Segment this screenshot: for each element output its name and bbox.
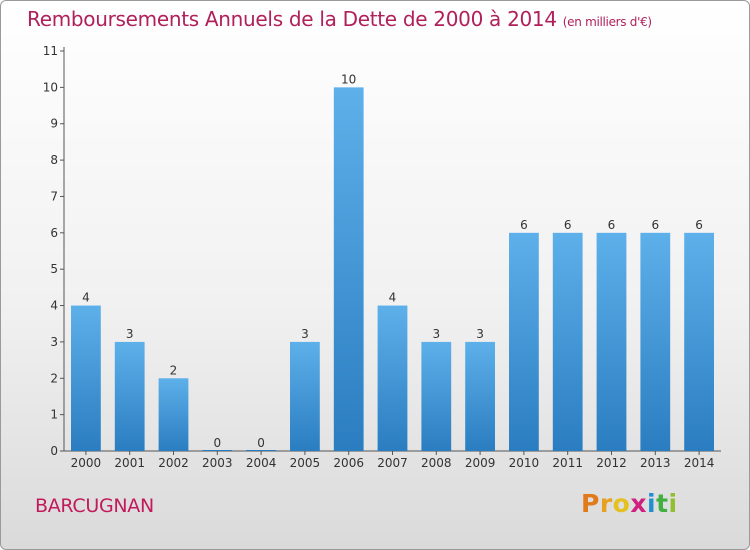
bar-value-label: 6 [695, 218, 703, 232]
bar-value-label: 2 [170, 363, 178, 377]
bar-value-label: 6 [564, 218, 572, 232]
x-tick-label: 2009 [465, 456, 496, 470]
x-tick-label: 2001 [114, 456, 145, 470]
bar [596, 232, 627, 451]
y-tick-label: 3 [50, 335, 58, 349]
y-tick-label: 2 [50, 371, 58, 385]
x-tick-label: 2007 [377, 456, 408, 470]
y-tick-label: 10 [43, 80, 58, 94]
y-tick-label: 7 [50, 189, 58, 203]
logo-letter: P [581, 489, 600, 518]
x-tick-label: 2005 [290, 456, 321, 470]
bar-value-label: 3 [301, 327, 309, 341]
bar [640, 232, 671, 451]
x-tick-label: 2006 [333, 456, 364, 470]
chart-title: Remboursements Annuels de la Dette de 20… [27, 7, 652, 31]
bar-value-label: 3 [476, 327, 484, 341]
x-tick-label: 2014 [684, 456, 715, 470]
x-tick-label: 2002 [158, 456, 189, 470]
y-tick-label: 6 [50, 226, 58, 240]
bar [333, 87, 364, 451]
bar [552, 232, 583, 451]
bar-value-label: 3 [432, 327, 440, 341]
logo-letter: x [630, 489, 647, 518]
bar [158, 378, 189, 451]
logo-letter: i [668, 489, 678, 518]
y-tick-label: 4 [50, 299, 58, 313]
y-tick-label: 8 [50, 153, 58, 167]
y-tick-label: 1 [50, 408, 58, 422]
bar [290, 341, 320, 451]
y-tick-label: 5 [50, 262, 58, 276]
bar [114, 341, 145, 451]
x-tick-label: 2003 [202, 456, 233, 470]
x-tick-label: 2011 [552, 456, 583, 470]
x-tick-label: 2008 [421, 456, 452, 470]
y-tick-label: 0 [50, 444, 58, 458]
chart-unit: (en milliers d'€) [562, 15, 652, 29]
bar-value-label: 0 [257, 436, 265, 450]
bar [509, 232, 539, 451]
bar-value-label: 0 [213, 436, 221, 450]
x-tick-label: 2013 [640, 456, 671, 470]
x-tick-label: 2010 [509, 456, 540, 470]
bar-value-label: 6 [520, 218, 528, 232]
bar-value-label: 10 [341, 72, 356, 86]
proxiti-logo: Proxiti [581, 489, 678, 518]
x-tick-label: 2012 [596, 456, 627, 470]
commune-name: BARCUGNAN [35, 495, 154, 517]
bar-value-label: 4 [82, 291, 90, 305]
bar-value-label: 3 [126, 327, 134, 341]
bar-value-label: 6 [608, 218, 616, 232]
y-tick-label: 9 [50, 117, 58, 131]
bar [246, 450, 276, 451]
bar [421, 341, 452, 451]
logo-letter: o [612, 489, 631, 518]
bar [377, 305, 408, 451]
chart-title-text: Remboursements Annuels de la Dette de 20… [27, 7, 557, 31]
y-tick-label: 11 [43, 44, 58, 58]
bar [71, 305, 101, 451]
x-tick-label: 2000 [71, 456, 102, 470]
logo-letter: r [599, 489, 613, 518]
bar [465, 341, 495, 451]
bar [684, 232, 714, 451]
logo-letter: t [656, 489, 669, 518]
x-tick-label: 2004 [246, 456, 277, 470]
bar-value-label: 4 [389, 291, 397, 305]
bar-value-label: 6 [651, 218, 659, 232]
logo-letter: i [647, 489, 657, 518]
bar [202, 450, 233, 451]
